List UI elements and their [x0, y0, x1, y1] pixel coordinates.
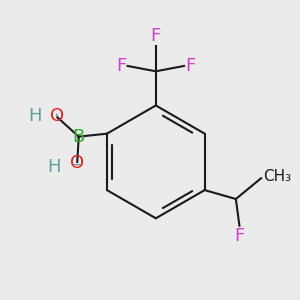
Text: O: O	[70, 154, 84, 172]
Text: F: F	[151, 27, 161, 45]
Text: ·: ·	[53, 107, 59, 125]
Text: O: O	[50, 107, 64, 125]
Text: F: F	[116, 57, 126, 75]
Text: H: H	[47, 158, 61, 176]
Text: CH₃: CH₃	[263, 169, 292, 184]
Text: F: F	[234, 227, 244, 245]
Text: F: F	[185, 57, 196, 75]
Text: H: H	[28, 106, 42, 124]
Text: B: B	[73, 128, 85, 146]
Text: –: –	[72, 157, 80, 172]
